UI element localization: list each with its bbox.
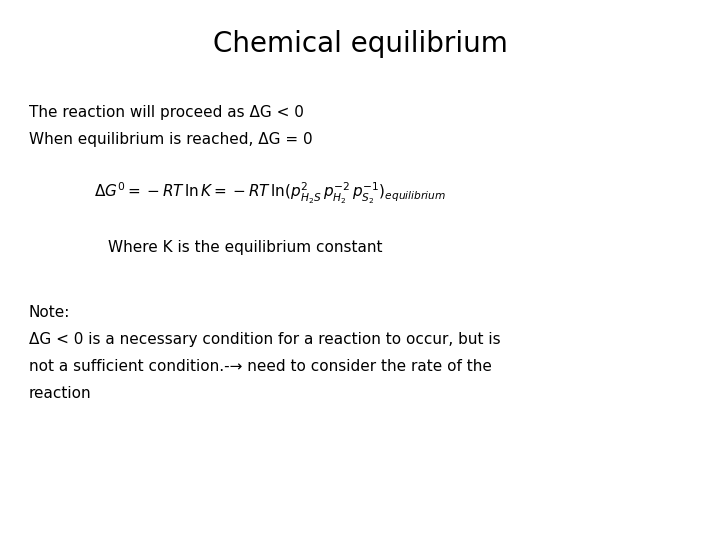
Text: The reaction will proceed as ΔG < 0: The reaction will proceed as ΔG < 0 bbox=[29, 105, 304, 120]
Text: ΔG < 0 is a necessary condition for a reaction to occur, but is: ΔG < 0 is a necessary condition for a re… bbox=[29, 332, 500, 347]
Text: not a sufficient condition.-→ need to consider the rate of the: not a sufficient condition.-→ need to co… bbox=[29, 359, 492, 374]
Text: reaction: reaction bbox=[29, 386, 91, 401]
Text: Note:: Note: bbox=[29, 305, 70, 320]
Text: When equilibrium is reached, ΔG = 0: When equilibrium is reached, ΔG = 0 bbox=[29, 132, 312, 147]
Text: Where K is the equilibrium constant: Where K is the equilibrium constant bbox=[108, 240, 382, 255]
Text: $\Delta G^0 = -RT\,\mathrm{ln}\,K = -RT\,\mathrm{ln}(p^{2}_{H_2S}\,p^{-2}_{H_2}\: $\Delta G^0 = -RT\,\mathrm{ln}\,K = -RT\… bbox=[94, 181, 446, 206]
Text: Chemical equilibrium: Chemical equilibrium bbox=[212, 30, 508, 58]
